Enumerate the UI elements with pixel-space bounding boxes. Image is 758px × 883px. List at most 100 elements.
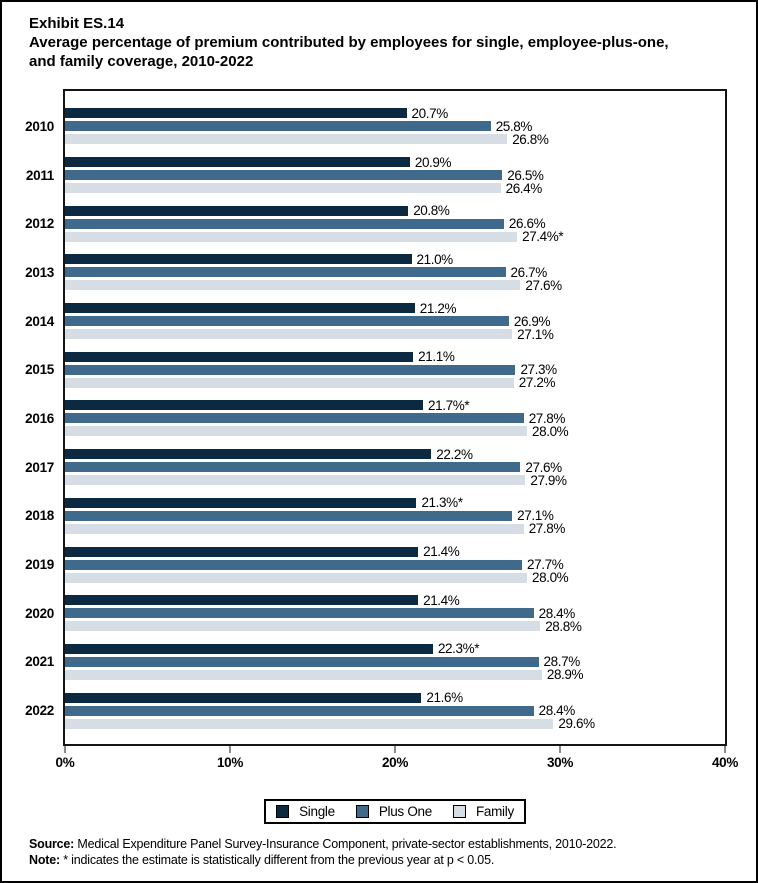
x-axis-tick	[64, 746, 66, 753]
year-label-2011: 2011	[25, 167, 54, 183]
bar-plus-one-2010	[65, 121, 491, 132]
note-text: * indicates the estimate is statisticall…	[63, 853, 495, 867]
legend-swatch	[355, 805, 369, 818]
bar-value-label: 26.8%	[512, 131, 549, 147]
note-prefix: Note:	[29, 853, 60, 867]
bar-family-2020	[65, 621, 541, 632]
bar-row: 27.8%	[65, 522, 725, 536]
bar-value-label: 21.4%	[423, 592, 460, 608]
bar-group-2011: 20.9% 26.5% 26.4%	[65, 151, 725, 200]
x-axis-tick-label: 40%	[711, 755, 739, 770]
year-label-2012: 2012	[25, 216, 54, 232]
bar-single-2011	[65, 157, 410, 168]
bar-row: 27.3%	[65, 362, 725, 378]
year-label-2013: 2013	[25, 264, 54, 280]
bar-plus-one-2015	[65, 364, 516, 375]
exhibit-label: Exhibit ES.14	[29, 15, 125, 32]
bar-value-label: 20.7%	[411, 105, 449, 121]
bar-single-2015	[65, 351, 414, 362]
x-axis-tick	[229, 746, 231, 753]
legend-item-family: Family	[452, 804, 514, 819]
x-axis-tick-label: 10%	[216, 755, 244, 770]
year-label-2019: 2019	[25, 557, 54, 573]
bar-row: 22.3%*	[65, 642, 725, 656]
bar-single-2021	[65, 643, 433, 654]
bar-row: 20.9%	[65, 154, 725, 170]
legend-swatch	[452, 805, 466, 818]
bar-row: 21.7%*	[65, 399, 725, 412]
bar-value-label: 20.8%	[413, 203, 450, 219]
source-prefix: Source:	[29, 837, 75, 851]
legend-item-plus-one: Plus One	[355, 804, 432, 819]
bar-family-2015	[65, 377, 514, 388]
bar-value-label: 22.2%	[436, 446, 473, 462]
bar-family-2021	[65, 669, 542, 680]
year-label-2022: 2022	[25, 703, 54, 719]
bar-family-2011	[65, 183, 501, 194]
chart-title-line-2: and family coverage, 2010-2022	[29, 53, 254, 70]
bar-row: 28.8%	[65, 618, 725, 634]
bar-value-label: 21.0%	[416, 251, 454, 267]
bar-plus-one-2011	[65, 170, 503, 181]
bar-value-label: 27.7%	[527, 557, 564, 573]
bar-plus-one-2016	[65, 413, 524, 424]
bar-row: 27.1%	[65, 509, 725, 523]
bar-row: 26.7%	[65, 266, 725, 279]
bar-single-2012	[65, 205, 409, 216]
bar-value-label: 26.5%	[507, 167, 544, 183]
legend-box: Single Plus One Family	[264, 799, 526, 824]
bar-value-label: 28.8%	[545, 618, 582, 634]
source-line: Source: Medical Expenditure Panel Survey…	[29, 836, 617, 852]
bar-group-2018: 21.3%* 27.1% 27.8%	[65, 492, 725, 541]
bar-family-2010	[65, 134, 508, 145]
bar-row: 21.3%*	[65, 496, 725, 510]
bar-value-label: 27.8%	[528, 410, 566, 426]
bar-value-label: 21.2%	[419, 300, 457, 316]
bar-plus-one-2019	[65, 559, 523, 570]
bar-row: 20.7%	[65, 105, 725, 121]
bar-value-label: 28.0%	[532, 423, 569, 439]
bar-value-label: 27.4%*	[522, 229, 564, 245]
bar-row: 27.7%	[65, 557, 725, 573]
bar-plus-one-2014	[65, 316, 509, 327]
bar-value-label: 25.8%	[495, 118, 533, 134]
bar-group-2015: 21.1% 27.3% 27.2%	[65, 345, 725, 394]
bar-family-2013	[65, 280, 521, 291]
bar-value-label: 27.3%	[520, 362, 557, 378]
bar-row: 25.8%	[65, 118, 725, 134]
year-label-2020: 2020	[25, 605, 54, 621]
bar-single-2019	[65, 546, 419, 557]
bar-row: 21.2%	[65, 300, 725, 316]
bar-value-label: 28.0%	[532, 570, 569, 586]
legend-label: Plus One	[378, 804, 432, 819]
bar-row: 27.4%*	[65, 229, 725, 245]
bar-row: 22.2%	[65, 446, 725, 462]
bar-value-label: 28.7%	[543, 654, 581, 670]
bar-group-2013: 21.0% 26.7% 27.6%	[65, 248, 725, 297]
bar-row: 28.4%	[65, 606, 725, 620]
bar-value-label: 21.6%	[426, 690, 463, 706]
bar-row: 21.0%	[65, 251, 725, 267]
title-block: Exhibit ES.14 Average percentage of prem…	[29, 14, 669, 71]
chart-title-line-1: Average percentage of premium contribute…	[29, 34, 669, 51]
bar-row: 28.9%	[65, 668, 725, 682]
bar-row: 26.5%	[65, 167, 725, 183]
footnotes: Source: Medical Expenditure Panel Survey…	[29, 836, 617, 868]
bar-value-label: 21.1%	[418, 349, 455, 365]
bar-value-label: 28.4%	[538, 703, 576, 719]
bar-group-2022: 21.6% 28.4% 29.6%	[65, 686, 725, 735]
bar-value-label: 27.6%	[525, 277, 562, 293]
bar-row: 20.8%	[65, 203, 725, 219]
bar-family-2019	[65, 572, 527, 583]
bar-row: 26.9%	[65, 313, 725, 329]
bar-value-label: 27.2%	[518, 375, 556, 391]
bar-value-label: 26.9%	[513, 313, 551, 329]
bar-group-2020: 21.4% 28.4% 28.8%	[65, 589, 725, 638]
bar-value-label: 20.9%	[414, 154, 452, 170]
source-text: Medical Expenditure Panel Survey-Insuran…	[77, 837, 617, 851]
x-axis-tick-label: 30%	[546, 755, 574, 770]
bar-group-2012: 20.8% 26.6% 27.4%*	[65, 199, 725, 248]
bar-group-2019: 21.4% 27.7% 28.0%	[65, 540, 725, 589]
bar-row: 21.4%	[65, 545, 725, 558]
bar-single-2013	[65, 254, 412, 265]
